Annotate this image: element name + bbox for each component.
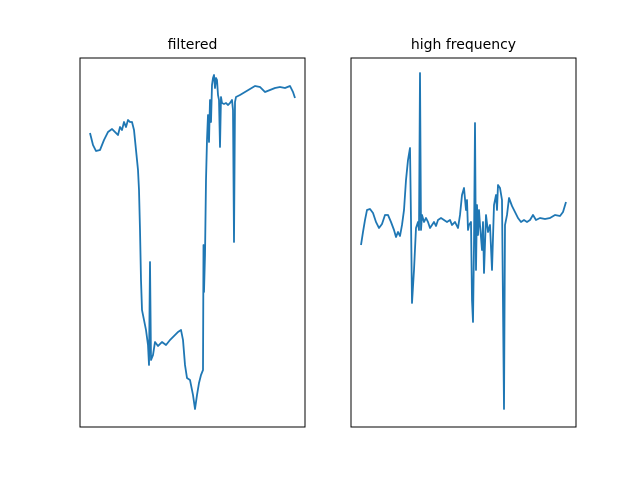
data-line bbox=[89, 74, 296, 410]
subplot-title: filtered bbox=[168, 37, 218, 53]
axes-frame bbox=[79, 57, 306, 428]
axes-frame bbox=[350, 57, 577, 428]
data-line bbox=[360, 72, 567, 410]
subplot-title: high frequency bbox=[411, 37, 516, 53]
